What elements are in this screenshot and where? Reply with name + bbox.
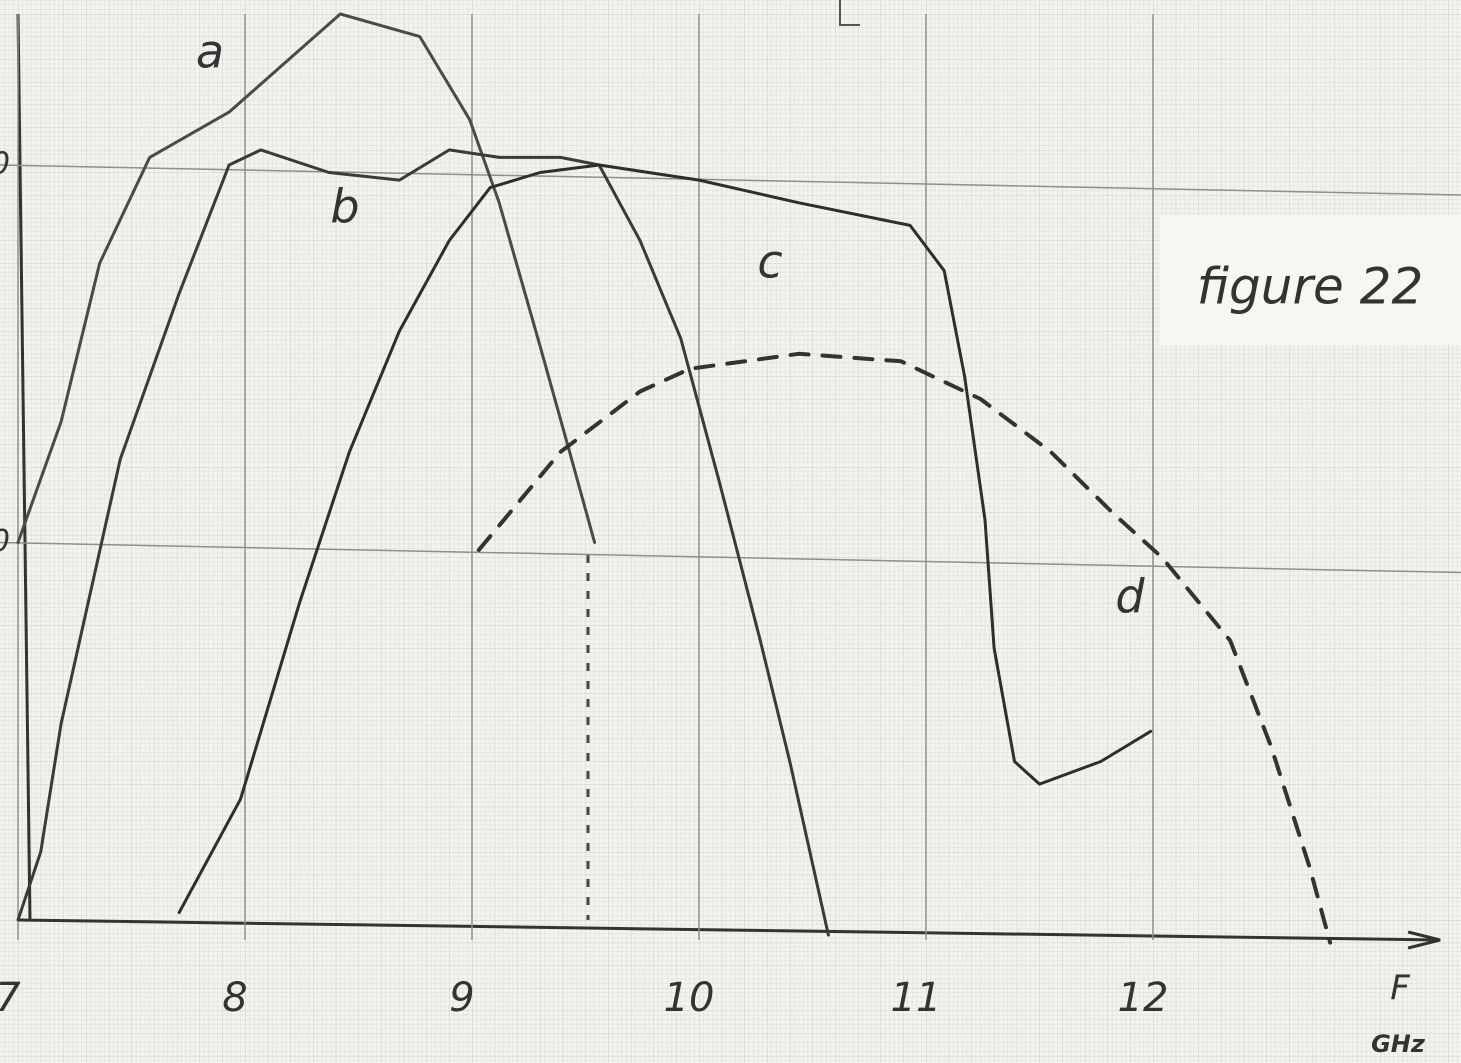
x-axis-label: F <box>1390 969 1410 1009</box>
curve-label: a <box>196 25 224 79</box>
x-axis <box>17 918 1439 942</box>
x-axis-unit: GHz <box>1371 1030 1426 1058</box>
x-tick-label: 7 <box>0 975 21 1021</box>
grid-line <box>0 164 1461 196</box>
figure-title: figure 22 <box>1197 258 1424 316</box>
curve-label: d <box>1115 570 1145 624</box>
y-tick-label: 00 <box>0 147 10 182</box>
title-box <box>1160 215 1461 345</box>
curve-label: c <box>757 235 782 289</box>
x-tick-label: 8 <box>222 975 247 1021</box>
curve <box>16 148 830 937</box>
y-tick-label: 0 <box>0 524 10 559</box>
curve <box>177 163 1153 914</box>
curve <box>476 351 1333 945</box>
curve-label: b <box>330 180 359 234</box>
x-tick-label: 9 <box>449 975 474 1021</box>
x-tick-label: 12 <box>1118 975 1169 1021</box>
curve <box>16 12 597 544</box>
grid-line <box>0 541 1461 574</box>
x-tick-label: 11 <box>891 975 942 1021</box>
x-axis-arrow <box>1407 930 1441 950</box>
scribble <box>839 0 860 26</box>
x-tick-label: 10 <box>664 975 715 1021</box>
